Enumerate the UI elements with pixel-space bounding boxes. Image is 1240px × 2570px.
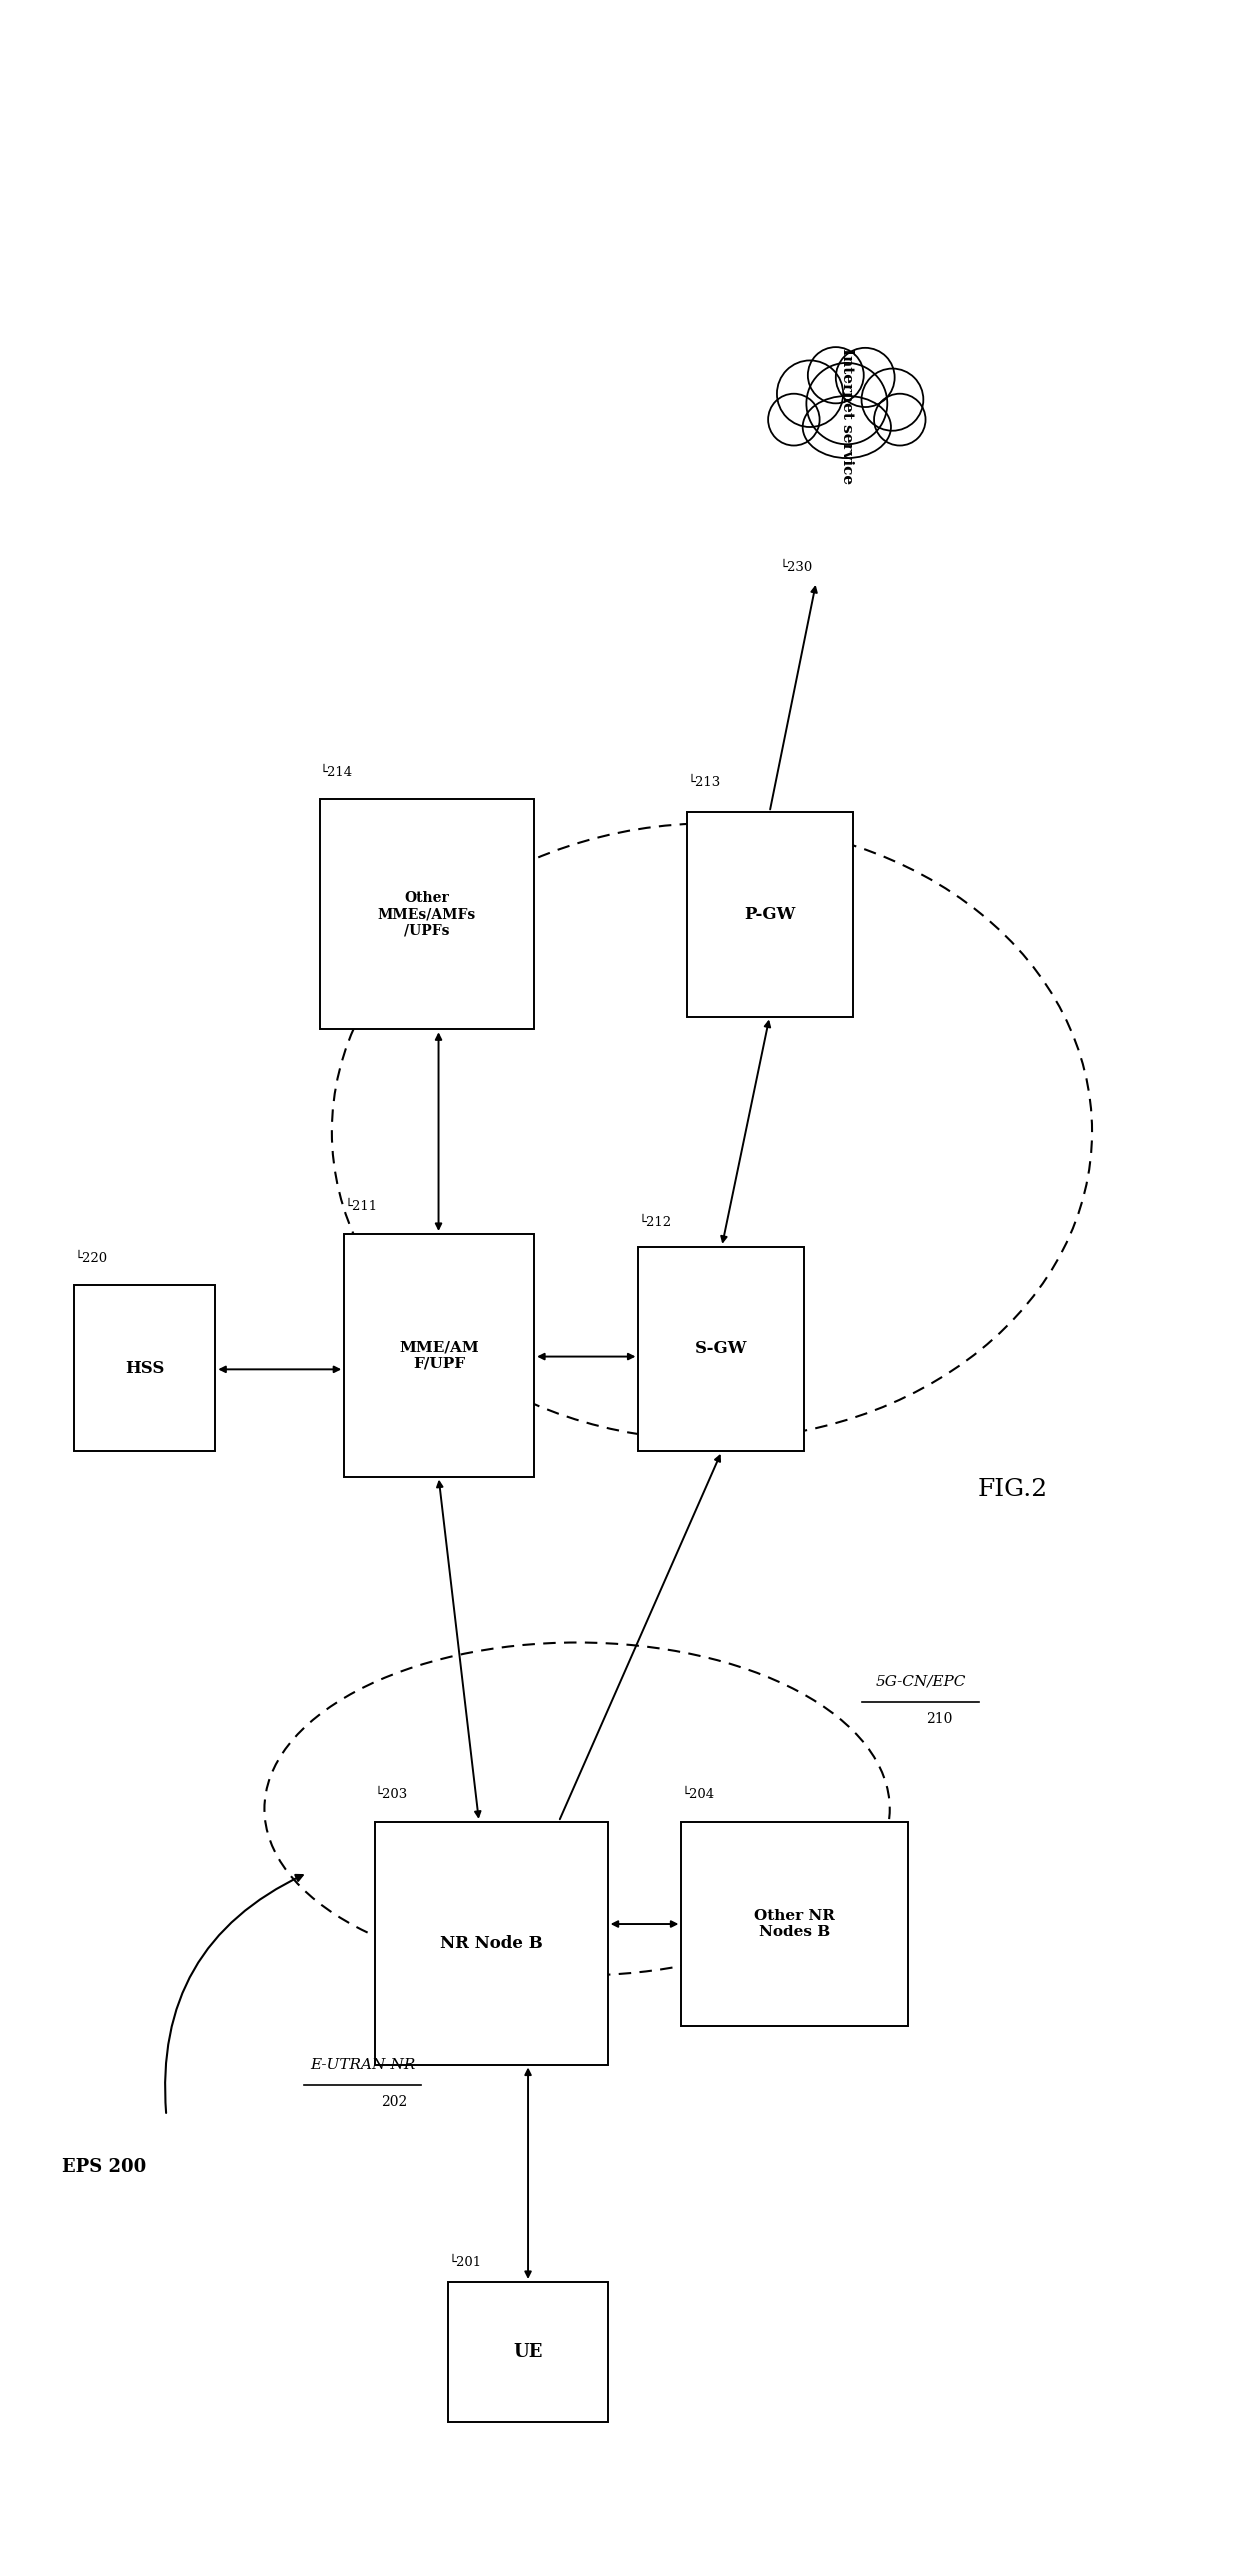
- Bar: [320, 799, 534, 1031]
- Bar: [374, 1822, 608, 2064]
- Text: └212: └212: [639, 1216, 672, 1228]
- Text: 210: 210: [926, 1712, 952, 1727]
- Text: P-GW: P-GW: [744, 905, 796, 923]
- Text: E-UTRAN-NR: E-UTRAN-NR: [310, 2059, 415, 2071]
- Bar: [681, 1822, 908, 2025]
- Text: HSS: HSS: [125, 1360, 165, 1378]
- FancyArrowPatch shape: [165, 1876, 303, 2113]
- Text: FIG.2: FIG.2: [977, 1478, 1048, 1501]
- Ellipse shape: [862, 368, 924, 432]
- Bar: [639, 1246, 804, 1452]
- Bar: [687, 812, 853, 1018]
- Text: Internet service: Internet service: [839, 347, 854, 483]
- Text: 5G-CN/EPC: 5G-CN/EPC: [875, 1673, 966, 1688]
- Bar: [449, 2282, 608, 2424]
- Bar: [345, 1234, 534, 1478]
- Ellipse shape: [802, 396, 892, 457]
- Bar: [74, 1285, 216, 1452]
- Text: EPS 200: EPS 200: [62, 2159, 146, 2177]
- Ellipse shape: [777, 360, 843, 427]
- Ellipse shape: [807, 347, 864, 403]
- Text: └211: └211: [345, 1200, 377, 1213]
- Text: └214: └214: [320, 766, 352, 779]
- Text: Other
MMEs/AMFs
/UPFs: Other MMEs/AMFs /UPFs: [378, 892, 476, 938]
- Text: MME/AM
F/UPF: MME/AM F/UPF: [399, 1339, 479, 1370]
- Ellipse shape: [874, 393, 925, 445]
- Ellipse shape: [836, 347, 894, 406]
- Text: NR Node B: NR Node B: [440, 1935, 543, 1951]
- Text: Other NR
Nodes B: Other NR Nodes B: [754, 1910, 836, 1940]
- Text: └230: └230: [780, 560, 812, 576]
- Text: └220: └220: [74, 1252, 108, 1264]
- Text: └201: └201: [449, 2256, 481, 2269]
- Ellipse shape: [768, 393, 820, 445]
- Ellipse shape: [806, 362, 888, 445]
- Text: 202: 202: [381, 2095, 407, 2110]
- Text: └203: └203: [374, 1789, 408, 1802]
- Text: └213: └213: [687, 776, 720, 789]
- Text: UE: UE: [513, 2344, 543, 2362]
- Text: S-GW: S-GW: [694, 1342, 748, 1357]
- Text: └204: └204: [681, 1789, 714, 1802]
